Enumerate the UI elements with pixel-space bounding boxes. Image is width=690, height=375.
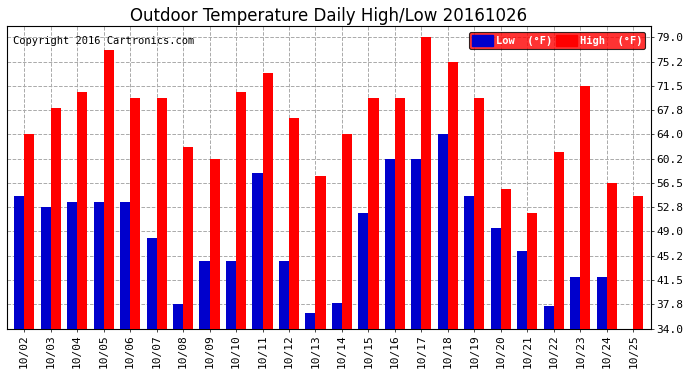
Bar [289,118,299,329]
Legend: Low  (°F), High  (°F): Low (°F), High (°F) [469,32,645,49]
Bar [342,134,352,329]
Title: Outdoor Temperature Daily High/Low 20161026: Outdoor Temperature Daily High/Low 20161… [130,7,527,25]
Bar [50,108,61,329]
Bar [104,50,114,329]
Bar [77,92,87,329]
Bar [262,72,273,329]
Bar [24,134,34,329]
Bar [199,261,210,329]
Bar [253,173,262,329]
Bar [475,99,484,329]
Bar [580,86,591,329]
Bar [501,189,511,329]
Bar [464,196,475,329]
Bar [226,261,236,329]
Bar [554,152,564,329]
Bar [570,277,580,329]
Bar [607,183,617,329]
Bar [491,228,501,329]
Bar [146,238,157,329]
Bar [358,213,368,329]
Bar [306,312,315,329]
Bar [368,99,379,329]
Bar [332,303,342,329]
Bar [633,196,643,329]
Bar [236,92,246,329]
Bar [448,62,458,329]
Text: Copyright 2016 Cartronics.com: Copyright 2016 Cartronics.com [13,36,195,46]
Bar [210,159,219,329]
Bar [411,159,422,329]
Bar [67,202,77,329]
Bar [395,99,405,329]
Bar [422,37,431,329]
Bar [597,277,607,329]
Bar [315,176,326,329]
Bar [544,306,554,329]
Bar [120,202,130,329]
Bar [279,261,289,329]
Bar [157,99,167,329]
Bar [518,251,527,329]
Bar [173,304,183,329]
Bar [130,99,140,329]
Bar [14,196,24,329]
Bar [438,134,448,329]
Bar [183,147,193,329]
Bar [41,207,50,329]
Bar [527,213,538,329]
Bar [94,202,104,329]
Bar [385,159,395,329]
